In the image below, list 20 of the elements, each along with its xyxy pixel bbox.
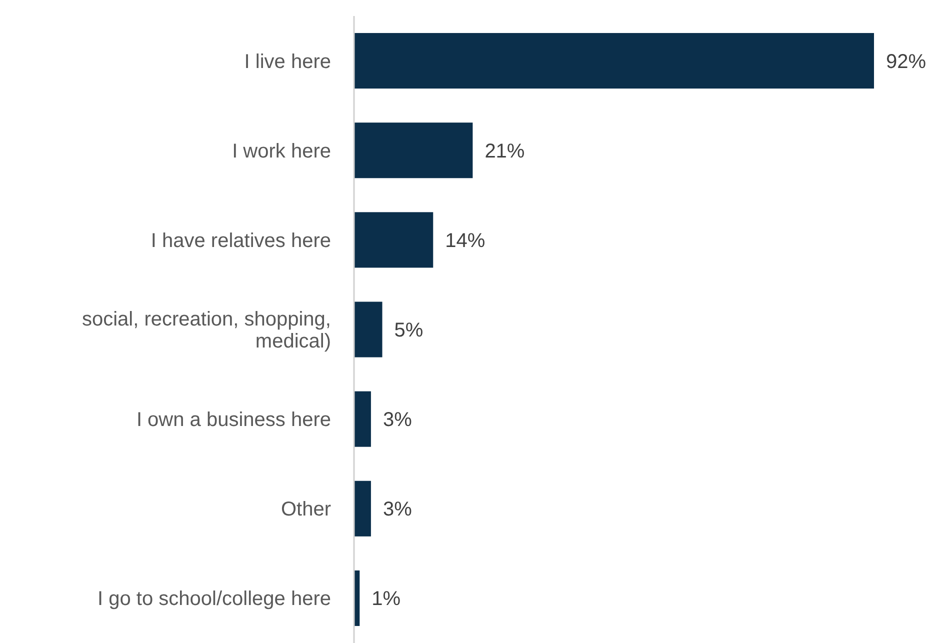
data-label: 3%: [382, 498, 412, 521]
data-label: 3%: [382, 409, 412, 432]
bar: [354, 480, 371, 536]
bar: [354, 33, 874, 89]
y-tick-label: I go to school/college here: [98, 588, 331, 610]
y-tick-label: social, recreation, shopping, medical): [82, 308, 331, 352]
y-tick-label: I have relatives here: [150, 230, 331, 252]
bar: [354, 122, 473, 178]
data-label: 14%: [445, 230, 486, 252]
data-label: 21%: [484, 140, 525, 162]
data-label: 1%: [372, 588, 401, 610]
data-label: 5%: [394, 320, 424, 342]
y-tick-label: I live here: [244, 50, 331, 73]
y-tick-label: Other: [280, 498, 332, 521]
data-label: 92%: [886, 50, 926, 73]
bar: [354, 212, 434, 268]
bar: [354, 302, 382, 358]
bar: [354, 391, 371, 447]
y-tick-label: I work here: [232, 140, 331, 162]
y-tick-label: I own a business here: [136, 409, 331, 432]
